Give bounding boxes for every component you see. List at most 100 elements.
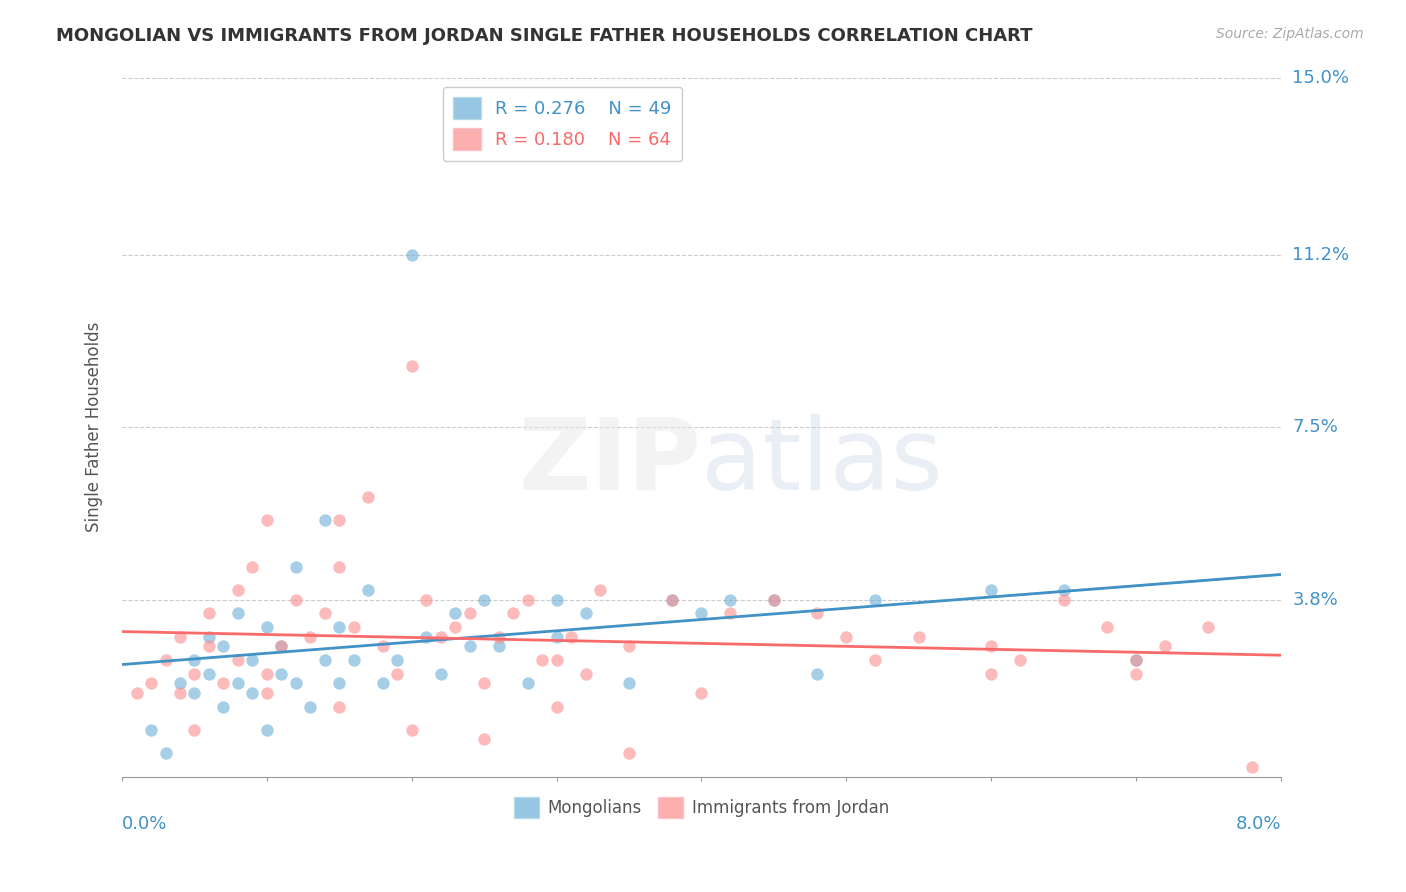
Point <box>980 639 1002 653</box>
Point <box>198 639 221 653</box>
Point <box>546 630 568 644</box>
Point <box>328 699 350 714</box>
Point <box>169 686 191 700</box>
Point <box>472 676 495 690</box>
Point <box>718 592 741 607</box>
Point <box>980 583 1002 598</box>
Point <box>343 620 366 634</box>
Point <box>690 686 713 700</box>
Point <box>212 699 235 714</box>
Point <box>1125 667 1147 681</box>
Point <box>502 607 524 621</box>
Point <box>444 607 467 621</box>
Point <box>183 653 205 667</box>
Point <box>270 667 292 681</box>
Text: 11.2%: 11.2% <box>1292 245 1350 264</box>
Point <box>387 667 409 681</box>
Point <box>401 359 423 374</box>
Point <box>516 676 538 690</box>
Point <box>516 592 538 607</box>
Point <box>328 676 350 690</box>
Point <box>198 607 221 621</box>
Point <box>299 630 322 644</box>
Point <box>270 639 292 653</box>
Point <box>690 607 713 621</box>
Text: MONGOLIAN VS IMMIGRANTS FROM JORDAN SINGLE FATHER HOUSEHOLDS CORRELATION CHART: MONGOLIAN VS IMMIGRANTS FROM JORDAN SING… <box>56 27 1033 45</box>
Point <box>256 513 278 527</box>
Text: 3.8%: 3.8% <box>1292 591 1339 608</box>
Point <box>560 630 582 644</box>
Point <box>1197 620 1219 634</box>
Point <box>865 653 887 667</box>
Point <box>242 686 264 700</box>
Point <box>574 607 596 621</box>
Point <box>155 653 177 667</box>
Point <box>1125 653 1147 667</box>
Point <box>531 653 554 667</box>
Point <box>226 607 249 621</box>
Point <box>155 747 177 761</box>
Point <box>226 583 249 598</box>
Point <box>661 592 683 607</box>
Text: 7.5%: 7.5% <box>1292 418 1339 436</box>
Point <box>546 699 568 714</box>
Point <box>314 653 336 667</box>
Point <box>212 639 235 653</box>
Point <box>458 639 481 653</box>
Point <box>125 686 148 700</box>
Point <box>314 607 336 621</box>
Point <box>242 560 264 574</box>
Point <box>371 676 394 690</box>
Point <box>429 667 451 681</box>
Point <box>762 592 785 607</box>
Point <box>226 676 249 690</box>
Point <box>472 732 495 747</box>
Text: 15.0%: 15.0% <box>1292 69 1350 87</box>
Point <box>328 560 350 574</box>
Point <box>458 607 481 621</box>
Point <box>472 592 495 607</box>
Point <box>835 630 858 644</box>
Point <box>1240 760 1263 774</box>
Point <box>212 676 235 690</box>
Text: ZIP: ZIP <box>519 414 702 510</box>
Point <box>617 676 640 690</box>
Point <box>183 686 205 700</box>
Point <box>256 667 278 681</box>
Point <box>617 747 640 761</box>
Point <box>762 592 785 607</box>
Text: atlas: atlas <box>702 414 943 510</box>
Text: Source: ZipAtlas.com: Source: ZipAtlas.com <box>1216 27 1364 41</box>
Point <box>328 620 350 634</box>
Point <box>546 653 568 667</box>
Point <box>139 723 162 737</box>
Point <box>343 653 366 667</box>
Point <box>401 247 423 261</box>
Point <box>299 699 322 714</box>
Point <box>270 639 292 653</box>
Point <box>284 676 307 690</box>
Point <box>806 607 828 621</box>
Point <box>284 592 307 607</box>
Point <box>1154 639 1177 653</box>
Point <box>574 667 596 681</box>
Legend: Mongolians, Immigrants from Jordan: Mongolians, Immigrants from Jordan <box>508 790 896 824</box>
Point <box>328 513 350 527</box>
Point <box>256 723 278 737</box>
Point <box>198 667 221 681</box>
Point <box>226 653 249 667</box>
Point <box>907 630 929 644</box>
Point <box>617 639 640 653</box>
Point <box>1095 620 1118 634</box>
Text: 8.0%: 8.0% <box>1236 815 1281 833</box>
Point <box>415 630 437 644</box>
Point <box>429 630 451 644</box>
Point <box>284 560 307 574</box>
Point <box>718 607 741 621</box>
Point <box>401 723 423 737</box>
Point <box>256 620 278 634</box>
Point <box>488 630 510 644</box>
Point <box>139 676 162 690</box>
Point <box>488 639 510 653</box>
Point <box>589 583 612 598</box>
